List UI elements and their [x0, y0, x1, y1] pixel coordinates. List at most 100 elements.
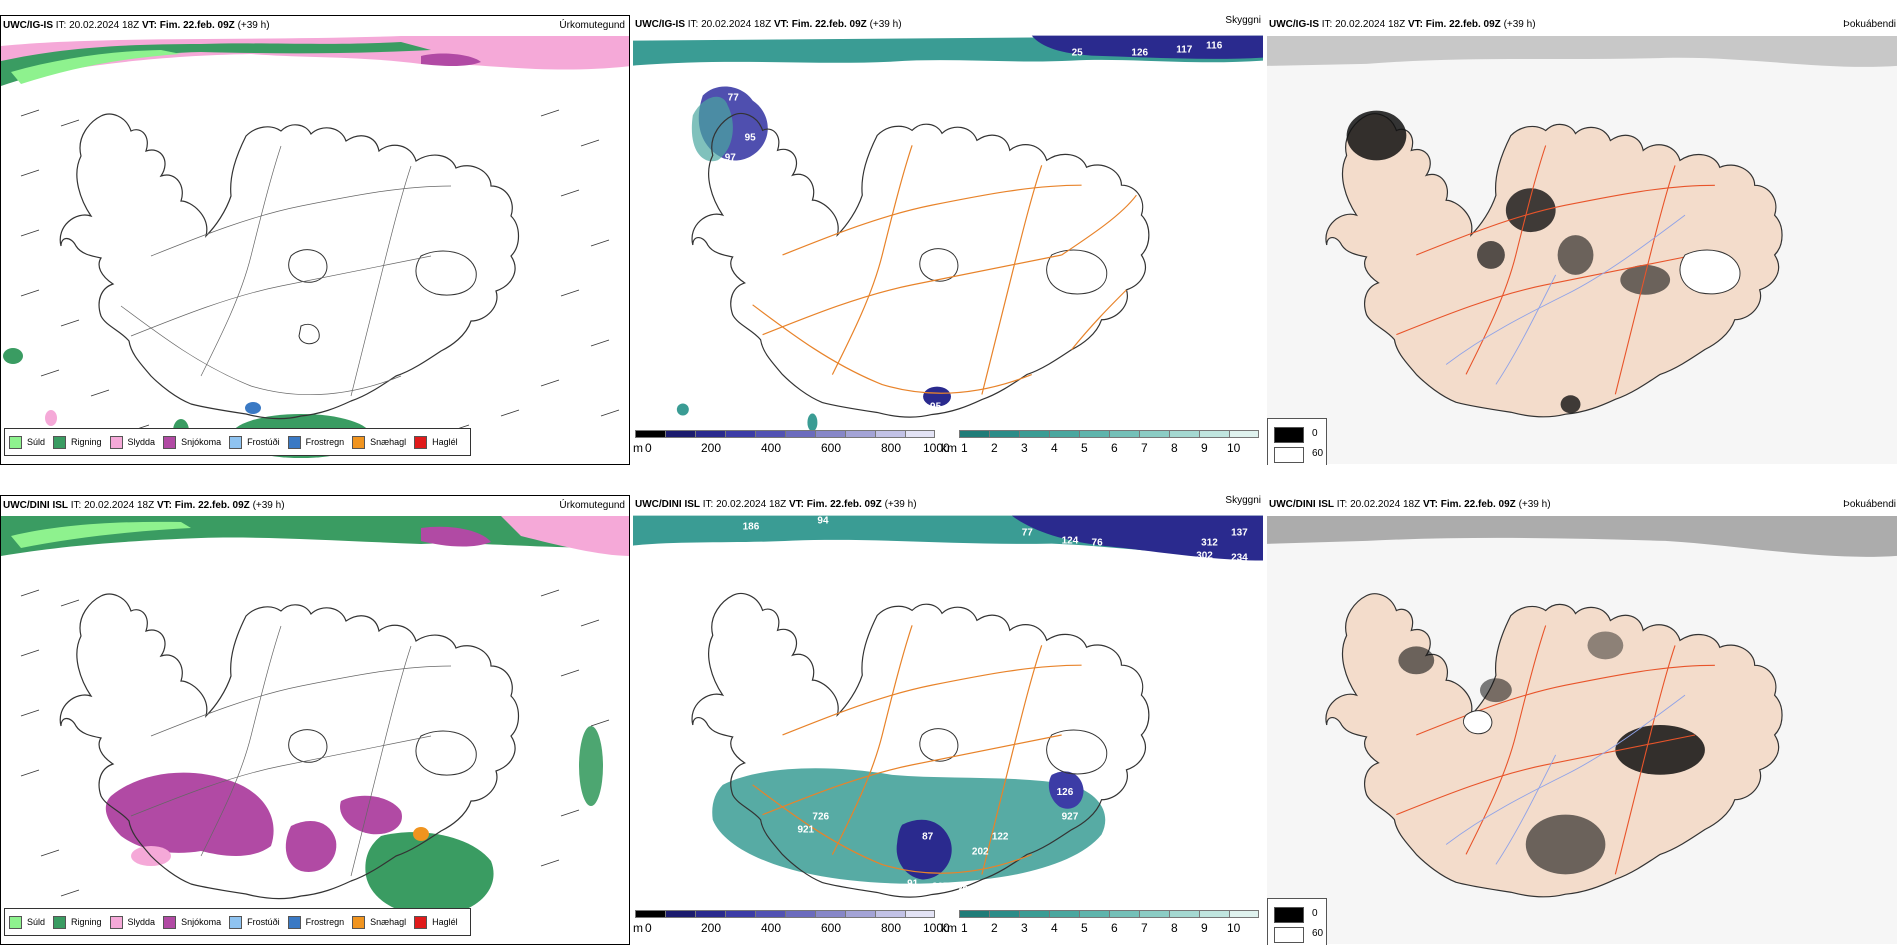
init-time: IT: 20.02.2024 18Z [1336, 499, 1421, 510]
legend-label: Slydda [127, 437, 156, 447]
fog-legend-light-swatch [1274, 927, 1304, 943]
colorbar-segment [815, 430, 845, 438]
tick-label: 8 [1171, 921, 1178, 935]
lead-time: (+39 h) [1518, 499, 1551, 510]
visibility-label: 95 [745, 132, 757, 143]
top-visibility-panel: UWC/IG-IS IT: 20.02.2024 18Z VT: Fim. 22… [633, 15, 1265, 465]
legend-label: Haglél [432, 437, 458, 447]
visibility-label: 87 [922, 832, 934, 843]
visibility-map: 186 94 77 124 76 137 312 302 234 726 921… [633, 516, 1263, 898]
init-time: IT: 20.02.2024 18Z [702, 499, 787, 510]
glacier-white-area [1679, 249, 1741, 295]
legend-item: Haglél [414, 435, 458, 449]
tick-label: 10 [1227, 441, 1241, 455]
bottom-fog-panel: UWC/DINI ISL IT: 20.02.2024 18Z VT: Fim.… [1267, 495, 1900, 945]
tick-label: 600 [821, 441, 842, 455]
legend-label: Frostregn [305, 917, 345, 927]
visibility-label: 124 [1062, 536, 1079, 547]
lead-time: (+39 h) [869, 19, 902, 30]
fog-dark-patches [1346, 110, 1671, 414]
south-snow-area-east [340, 795, 402, 835]
fog-legend: 0 60 [1267, 418, 1327, 465]
legend-swatch [109, 915, 123, 929]
valid-time: VT: Fim. 22.feb. 09Z [1407, 19, 1501, 30]
panel-header: UWC/DINI ISL IT: 20.02.2024 18Z VT: Fim.… [633, 495, 1265, 512]
visibility-label: 726 [812, 812, 829, 823]
colorbar-segment [845, 430, 875, 438]
visibility-label: 921 [797, 825, 814, 836]
visibility-label: 307 [932, 881, 949, 892]
legend-label: Frostregn [305, 437, 345, 447]
colorbar-segment [635, 430, 665, 438]
tick-label: 800 [881, 441, 902, 455]
northeast-dense-band [1031, 35, 1263, 59]
legend-swatch [9, 915, 22, 929]
colorbar-segment [1079, 910, 1109, 918]
tick-label: 200 [701, 441, 722, 455]
southwest-sleet-patch [45, 410, 57, 426]
precip-type-map [1, 36, 629, 458]
visibility-km-colorbar [959, 430, 1259, 442]
tick-label: 600 [821, 921, 842, 935]
tick-label: 1 [961, 921, 968, 935]
model-name: UWC/DINI ISL [1269, 499, 1334, 510]
colorbar-segment [989, 910, 1019, 918]
bottom-precip-type-panel: UWC/DINI ISL IT: 20.02.2024 18Z VT: Fim.… [0, 495, 630, 945]
visibility-label: 122 [992, 832, 1009, 843]
legend-item: Slydda [109, 915, 156, 929]
tick-label: 400 [761, 921, 782, 935]
colorbar-segment [665, 430, 695, 438]
legend-item: Rigning [53, 435, 102, 449]
lead-time: (+39 h) [237, 20, 270, 31]
wind-barbs [20, 109, 620, 437]
fog-legend-dark-label: 0 [1312, 428, 1318, 439]
tick-label: 400 [761, 441, 782, 455]
visibility-label: 97 [725, 152, 737, 163]
river-network [1445, 214, 1686, 385]
visibility-label: 133 [751, 167, 768, 178]
road-network [120, 145, 452, 397]
colorbar-segment [1049, 430, 1079, 438]
precip-type-map [1, 516, 629, 917]
visibility-label: 117 [1176, 45, 1193, 56]
east-rain-patch [579, 726, 603, 806]
legend-swatch [163, 915, 177, 929]
fog-legend-dark-swatch [1274, 427, 1304, 443]
legend-swatch [287, 915, 301, 929]
init-time: IT: 20.02.2024 18Z [1321, 19, 1406, 30]
colorbar-segment [959, 910, 989, 918]
south-frostregn-patch [245, 402, 261, 414]
valid-time: VT: Fim. 22.feb. 09Z [1422, 499, 1516, 510]
panel-title: Skyggni [1225, 15, 1261, 26]
north-drizzle-band [11, 50, 181, 84]
visibility-label: 202 [972, 847, 989, 858]
legend-item: Snjókoma [163, 435, 221, 449]
wind-barbs [20, 589, 610, 897]
tick-label: 5 [1081, 441, 1088, 455]
colorbar-segment [1139, 430, 1169, 438]
legend-item: Slydda [109, 435, 156, 449]
north-snow-patch [421, 53, 481, 66]
southeast-fog-spot [923, 386, 951, 407]
road-network [752, 625, 1082, 875]
colorbar-segment [635, 910, 665, 918]
colorbar-segment [905, 430, 935, 438]
legend-item: Súld [9, 915, 45, 929]
tick-label: 9 [1201, 441, 1208, 455]
panel-title: Þokuábendi [1843, 499, 1896, 510]
colorbar-segment [875, 430, 905, 438]
visibility-label: 186 [743, 522, 760, 533]
tick-label: 2 [991, 441, 998, 455]
river-network [1445, 694, 1686, 865]
colorbar-segment [1019, 430, 1049, 438]
north-grey-band [1267, 36, 1897, 67]
tick-label: 1000 [923, 441, 950, 455]
legend-swatch [9, 435, 22, 449]
legend-label: Haglél [432, 917, 458, 927]
valid-time: VT: Fim. 22.feb. 09Z [156, 500, 250, 511]
model-name: UWC/IG-IS [635, 19, 685, 30]
panel-title: Þokuábendi [1843, 19, 1896, 30]
legend-label: Slydda [127, 917, 156, 927]
tick-label: 6 [1111, 441, 1118, 455]
south-navy-cluster [896, 819, 952, 880]
